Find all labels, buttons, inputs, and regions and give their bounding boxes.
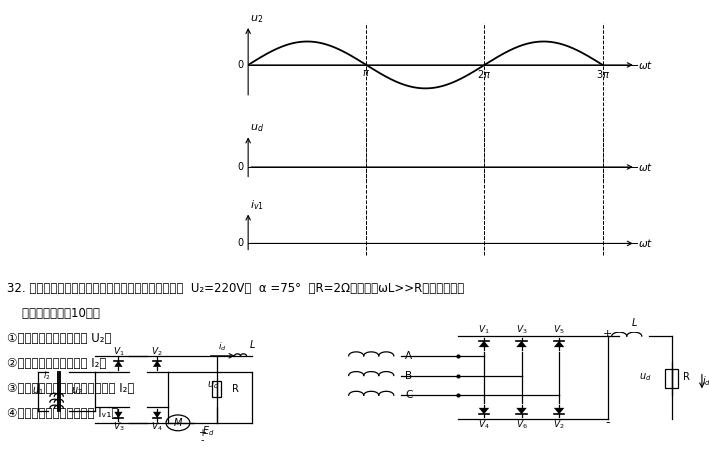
Text: $V_6$: $V_6$ [515, 419, 527, 431]
Text: 0: 0 [238, 162, 244, 172]
Polygon shape [153, 360, 161, 367]
Text: M: M [174, 418, 182, 428]
Text: $V_2$: $V_2$ [151, 346, 163, 358]
Text: L: L [250, 340, 255, 350]
Bar [665, 369, 679, 388]
Text: $V_4$: $V_4$ [478, 419, 490, 431]
Text: $\omega t$: $\omega t$ [638, 59, 653, 71]
Text: $\omega t$: $\omega t$ [638, 238, 653, 249]
Text: $V_3$: $V_3$ [515, 324, 527, 336]
Text: $u_d$: $u_d$ [640, 372, 652, 384]
Text: $V_1$: $V_1$ [113, 346, 124, 358]
Polygon shape [516, 408, 527, 414]
Text: $V_1$: $V_1$ [478, 324, 490, 336]
Polygon shape [554, 408, 564, 414]
Text: ②计算直流输出平均电流 I₂；: ②计算直流输出平均电流 I₂； [7, 357, 106, 370]
Text: 32. 下图所示三相全控桥式整流电路中，相电压有效値  U₂=220V，  α =75°  ，R=2Ω，且满足ωL>>R，试按要求完: 32. 下图所示三相全控桥式整流电路中，相电压有效値 U₂=220V， α =7… [7, 282, 464, 295]
Text: +: + [198, 428, 206, 438]
Text: $u_d$: $u_d$ [250, 123, 264, 135]
Polygon shape [479, 341, 489, 347]
Text: R: R [232, 384, 238, 394]
Text: $E_d$: $E_d$ [202, 424, 214, 438]
Text: $u_1$: $u_1$ [32, 385, 44, 397]
Polygon shape [114, 412, 123, 418]
Text: L: L [632, 318, 637, 328]
Text: R: R [683, 373, 690, 383]
Text: -: - [605, 416, 610, 430]
Text: $i_d$: $i_d$ [702, 374, 709, 388]
Text: -: - [200, 435, 203, 445]
Text: $V_2$: $V_2$ [553, 419, 565, 431]
Text: $2\pi$: $2\pi$ [477, 68, 491, 81]
Text: $V_5$: $V_5$ [553, 324, 565, 336]
Polygon shape [554, 341, 564, 347]
Text: 0: 0 [238, 60, 244, 70]
Text: ③计算变压器二次相电流的有效値 I₂；: ③计算变压器二次相电流的有效値 I₂； [7, 382, 135, 395]
Polygon shape [153, 412, 161, 418]
Text: ④计算晶闸管的电流有效値 Iᵥ₁。: ④计算晶闸管的电流有效値 Iᵥ₁。 [7, 407, 118, 420]
Polygon shape [114, 360, 123, 367]
Text: $u_d$: $u_d$ [208, 379, 220, 391]
Text: $u_2$: $u_2$ [250, 13, 263, 25]
Text: +: + [603, 329, 613, 339]
Text: C: C [405, 390, 413, 400]
Text: $u_2$: $u_2$ [71, 385, 82, 397]
Text: 成下列各项。（10分）: 成下列各项。（10分） [7, 307, 100, 320]
Polygon shape [516, 341, 527, 347]
Text: $3\pi$: $3\pi$ [596, 68, 610, 81]
Text: $V_4$: $V_4$ [151, 420, 163, 433]
Text: $i_2$: $i_2$ [43, 369, 50, 382]
Text: A: A [405, 351, 412, 361]
Bar [212, 381, 221, 397]
Text: $i_{v1}$: $i_{v1}$ [250, 198, 264, 212]
Text: $i_d$: $i_d$ [218, 341, 227, 354]
Polygon shape [479, 408, 489, 414]
Text: B: B [405, 370, 412, 380]
Text: $\pi$: $\pi$ [362, 68, 370, 78]
Text: $V_3$: $V_3$ [113, 420, 124, 433]
Text: 0: 0 [238, 238, 244, 248]
Text: $\omega t$: $\omega t$ [638, 161, 653, 173]
Text: ①计算输出电压的平均値 U₂；: ①计算输出电压的平均値 U₂； [7, 332, 111, 345]
